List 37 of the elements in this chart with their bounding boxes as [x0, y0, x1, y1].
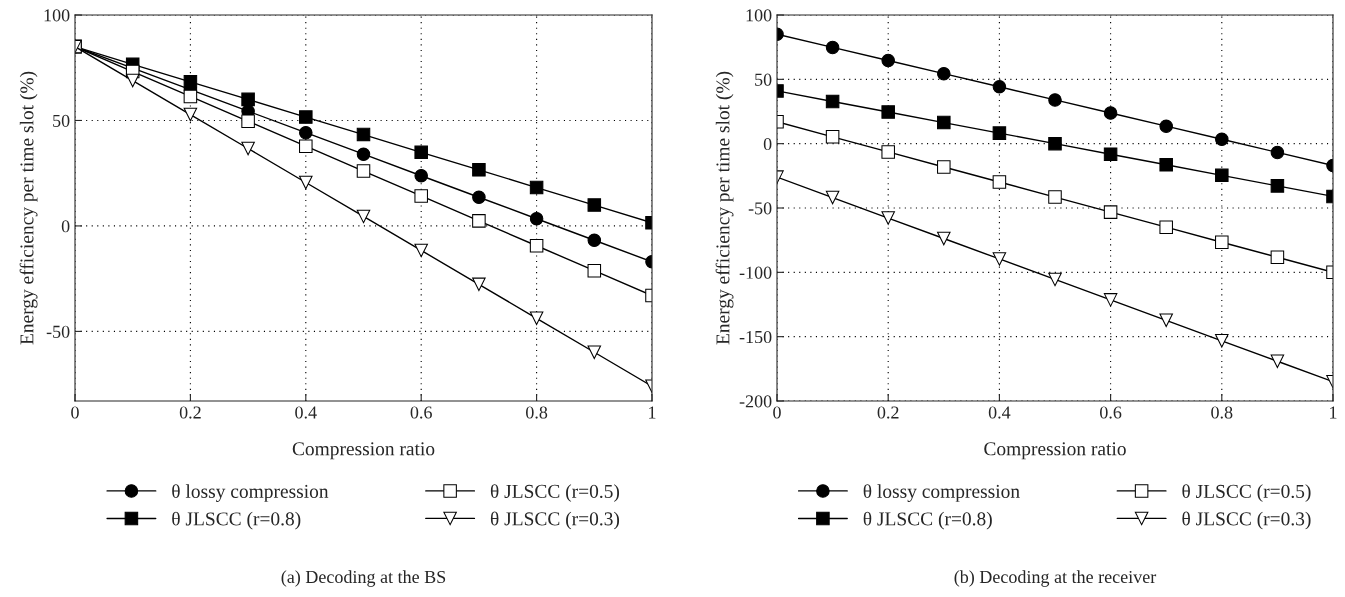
y-tick-label: 50 — [53, 114, 70, 127]
x-tick-label: 0.6 — [1100, 406, 1122, 419]
y-tick-label: -100 — [739, 266, 772, 279]
y-tick-label: 0 — [763, 137, 772, 151]
x-tick-label: 0.8 — [1211, 406, 1233, 419]
x-tick-label: 0.4 — [988, 406, 1011, 419]
legend-label: θ lossy compression — [172, 484, 329, 502]
x-tick-label: 0 — [71, 406, 79, 419]
x-tick-label: 0 — [773, 406, 781, 419]
text: (a) Decoding at the BS — [281, 570, 446, 587]
legend-label: θ JLSCC (r=0.8) — [172, 511, 301, 530]
x-tick-label: 0.8 — [526, 406, 548, 419]
x-axis-title: Compression ratio — [292, 442, 435, 460]
y-tick-label: 100 — [44, 9, 70, 22]
y-tick-label: 0 — [61, 220, 70, 233]
x-tick-label: 0.6 — [410, 406, 432, 419]
y-tick-label: -50 — [748, 202, 772, 215]
legend-label: θ JLSCC (r=0.8) — [863, 511, 992, 530]
text: (b) Decoding at the receiver — [954, 570, 1157, 587]
y-tick-label: -50 — [46, 325, 70, 338]
y-tick-label: -200 — [739, 395, 772, 408]
legend-label: θ JLSCC (r=0.5) — [1182, 484, 1311, 502]
x-tick-label: 0.2 — [877, 406, 899, 419]
x-tick-label: 1 — [649, 406, 656, 419]
legend-label: θ JLSCC (r=0.3) — [1182, 511, 1311, 530]
y-axis-title: Energy efficiency per time slot (%) — [715, 71, 734, 345]
x-tick-label: 1 — [1330, 406, 1337, 419]
y-tick-label: 50 — [755, 73, 772, 86]
legend-label: θ lossy compression — [863, 484, 1020, 502]
x-tick-label: 0.4 — [295, 406, 317, 419]
y-tick-label: 100 — [746, 9, 772, 22]
y-tick-label: -150 — [739, 330, 772, 344]
legend-label: θ JLSCC (r=0.5) — [490, 484, 620, 502]
x-tick-label: 0.2 — [179, 406, 201, 419]
legend-label: θ JLSCC (r=0.3) — [490, 511, 620, 530]
y-axis-title: Energy efficiency per time slot (%) — [19, 71, 38, 345]
x-axis-title: Compression ratio — [984, 442, 1126, 460]
